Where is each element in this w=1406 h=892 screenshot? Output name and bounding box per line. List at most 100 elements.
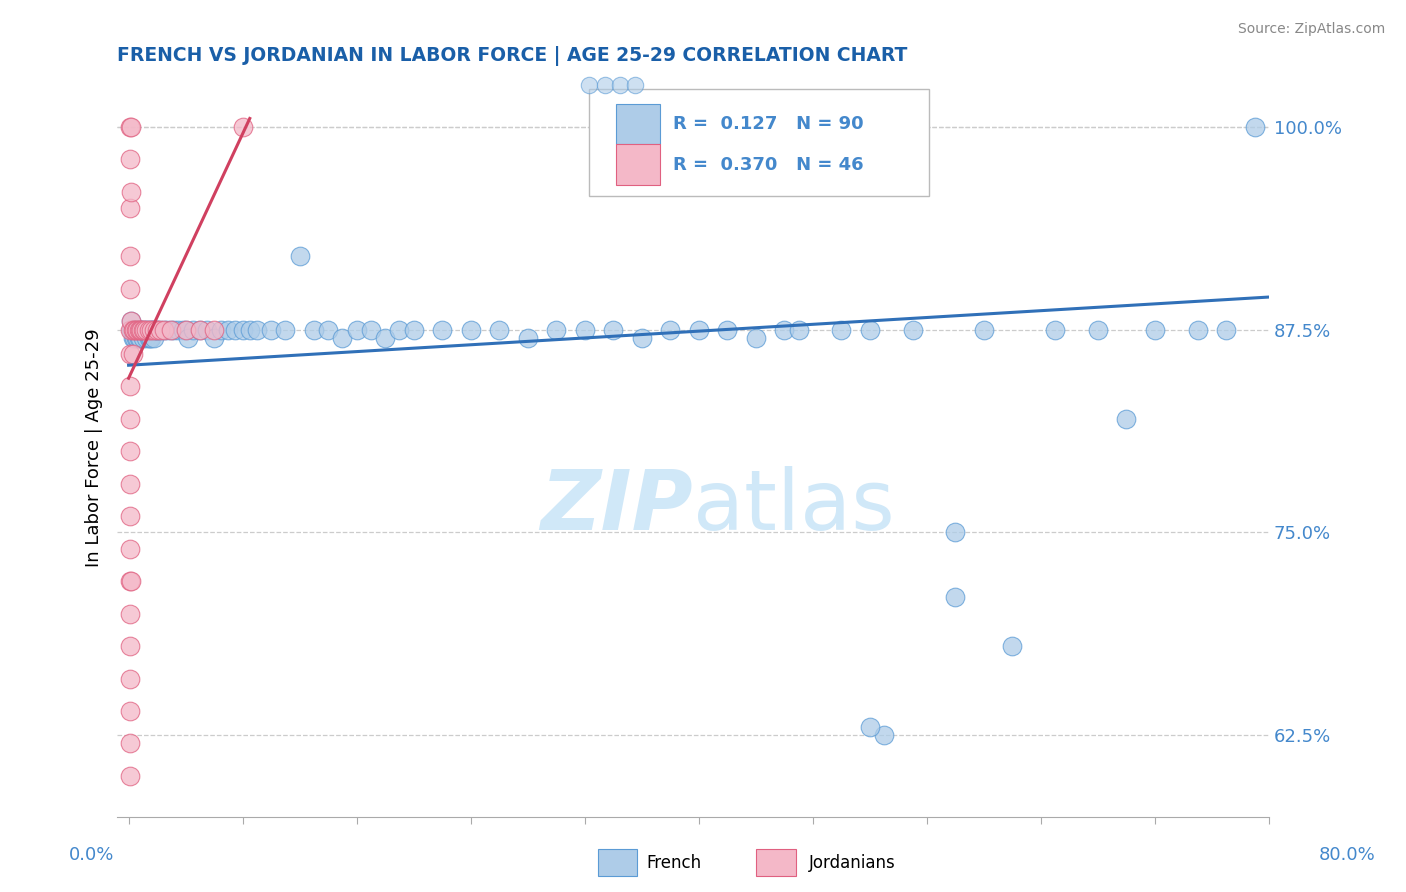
Point [118, 412, 141, 426]
FancyBboxPatch shape [616, 145, 659, 185]
Point [188, 322, 211, 336]
Point [1087, 322, 1109, 336]
Point [943, 591, 966, 605]
Point [260, 322, 283, 336]
Point [124, 322, 146, 336]
Point [374, 331, 396, 345]
Point [118, 704, 141, 718]
Point [973, 322, 995, 336]
Point [143, 331, 166, 345]
Point [122, 322, 145, 336]
Point [181, 322, 204, 336]
Point [120, 314, 142, 328]
Point [118, 737, 141, 751]
Point [143, 322, 166, 336]
Point [129, 322, 152, 336]
Point [120, 314, 142, 328]
Point [1115, 412, 1137, 426]
Point [740, 136, 762, 150]
Text: French: French [647, 855, 702, 872]
Point [118, 201, 141, 215]
Point [120, 322, 142, 336]
Point [149, 322, 172, 336]
Point [118, 379, 141, 393]
Point [124, 322, 146, 336]
Point [217, 322, 239, 336]
Point [516, 331, 538, 345]
Point [122, 347, 145, 361]
Point [316, 322, 339, 336]
Point [160, 322, 183, 336]
Point [118, 322, 141, 336]
Point [122, 322, 145, 336]
Point [139, 322, 162, 336]
Point [274, 322, 297, 336]
Point [146, 322, 169, 336]
Point [118, 672, 141, 686]
Text: 80.0%: 80.0% [1319, 846, 1375, 863]
Point [125, 322, 148, 336]
Point [288, 250, 311, 264]
Point [174, 322, 197, 336]
Point [118, 476, 141, 491]
Point [195, 322, 218, 336]
Point [745, 331, 768, 345]
Point [128, 331, 150, 345]
Point [138, 322, 160, 336]
Point [125, 322, 148, 336]
Point [124, 331, 146, 345]
Point [118, 574, 141, 589]
Point [1243, 120, 1265, 134]
Point [302, 322, 325, 336]
Point [688, 322, 710, 336]
Point [246, 322, 269, 336]
Point [332, 331, 354, 345]
Point [132, 322, 155, 336]
Point [360, 322, 382, 336]
Point [172, 322, 194, 336]
Point [232, 120, 254, 134]
Point [120, 574, 142, 589]
Point [202, 322, 225, 336]
Point [346, 322, 368, 336]
Point [129, 322, 152, 336]
Point [239, 322, 262, 336]
Point [118, 120, 141, 134]
Point [136, 322, 159, 336]
Point [118, 444, 141, 458]
Point [1001, 639, 1024, 653]
Point [702, 136, 724, 150]
Text: FRENCH VS JORDANIAN IN LABOR FORCE | AGE 25-29 CORRELATION CHART: FRENCH VS JORDANIAN IN LABOR FORCE | AGE… [117, 46, 907, 66]
Point [177, 331, 200, 345]
Point [131, 322, 153, 336]
Point [118, 541, 141, 556]
Point [901, 322, 924, 336]
Point [630, 331, 652, 345]
Point [141, 331, 163, 345]
Point [146, 322, 169, 336]
Point [759, 136, 782, 150]
Point [141, 322, 163, 336]
Point [402, 322, 425, 336]
Point [153, 322, 176, 336]
Point [118, 250, 141, 264]
Point [156, 322, 179, 336]
Point [488, 322, 510, 336]
Point [118, 509, 141, 524]
Point [460, 322, 482, 336]
Point [131, 322, 153, 336]
Point [224, 322, 246, 336]
Text: R =  0.370   N = 46: R = 0.370 N = 46 [673, 156, 865, 174]
Point [118, 152, 141, 166]
Point [188, 322, 211, 336]
Point [149, 322, 172, 336]
Point [546, 322, 568, 336]
Y-axis label: In Labor Force | Age 25-29: In Labor Force | Age 25-29 [86, 328, 103, 566]
Point [125, 331, 148, 345]
Point [142, 322, 165, 336]
Point [1187, 322, 1209, 336]
Point [163, 322, 186, 336]
Point [574, 322, 596, 336]
Point [135, 331, 157, 345]
FancyBboxPatch shape [589, 89, 929, 196]
